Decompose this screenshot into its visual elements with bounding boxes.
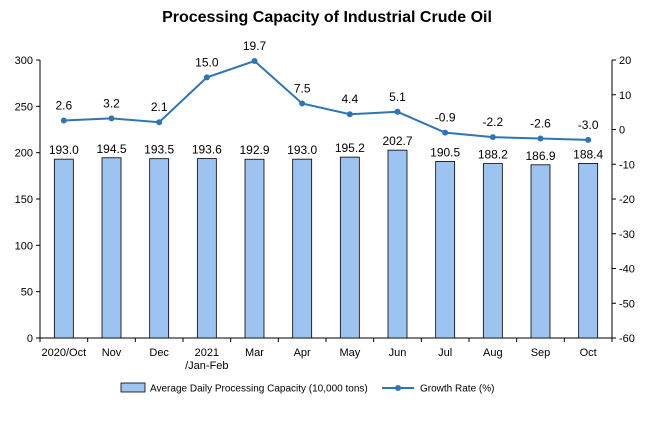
growth-rate-label: 19.7 (243, 39, 267, 53)
right-tick-label: -20 (619, 194, 635, 206)
x-category-label: May (339, 347, 360, 359)
bar-value-label: 193.0 (287, 143, 317, 157)
growth-rate-point (394, 108, 401, 115)
x-category-label: Nov (102, 347, 122, 359)
bar-value-label: 193.0 (49, 143, 79, 157)
growth-rate-point (489, 134, 496, 141)
right-tick-label: 20 (619, 55, 631, 67)
bar (101, 157, 122, 339)
bar-value-label: 190.5 (430, 145, 460, 159)
x-category-label: /Jan-Feb (185, 360, 228, 372)
bar-value-label: 188.2 (478, 148, 508, 162)
x-category-label: Jun (389, 347, 407, 359)
x-category-label: Oct (580, 347, 597, 359)
right-tick-label: -60 (619, 333, 635, 345)
growth-rate-label: -2.6 (530, 117, 551, 131)
bar-value-label: 194.5 (96, 142, 126, 156)
x-category-label: Mar (245, 347, 264, 359)
bar-value-label: 195.2 (335, 141, 365, 155)
bar (530, 164, 551, 339)
bar (435, 161, 456, 339)
legend-bar-label: Average Daily Processing Capacity (10,00… (150, 384, 368, 395)
bar (196, 158, 217, 339)
bar-value-label: 202.7 (382, 134, 412, 148)
bar-value-label: 188.4 (573, 147, 603, 161)
bar (149, 158, 170, 339)
growth-rate-point (585, 136, 592, 143)
bar (53, 158, 74, 339)
x-category-label: Apr (294, 347, 311, 359)
legend-line-marker (395, 385, 401, 391)
left-tick-label: 300 (15, 55, 33, 67)
right-tick-label: -10 (619, 159, 635, 171)
x-category-label: Dec (149, 347, 169, 359)
right-tick-label: -50 (619, 298, 635, 310)
x-category-label: Sep (531, 347, 551, 359)
growth-rate-point (251, 58, 258, 65)
bar-value-label: 186.9 (525, 149, 555, 163)
left-tick-label: 150 (15, 194, 33, 206)
growth-rate-point (108, 115, 115, 122)
left-tick-label: 200 (15, 148, 33, 160)
legend-bar-swatch (120, 382, 146, 393)
growth-rate-label: 2.1 (151, 100, 168, 114)
bar (578, 163, 599, 339)
bar-value-label: 193.5 (144, 143, 174, 157)
chart-title: Processing Capacity of Industrial Crude … (162, 9, 492, 26)
growth-rate-point (299, 100, 306, 107)
bar (292, 158, 313, 339)
left-tick-label: 250 (15, 101, 33, 113)
right-tick-label: -30 (619, 229, 635, 241)
growth-rate-label: 3.2 (103, 96, 120, 110)
growth-rate-label: -2.2 (482, 115, 503, 129)
bar (387, 149, 408, 339)
bar-value-label: 193.6 (192, 143, 222, 157)
x-category-label: 2020/Oct (42, 347, 87, 359)
growth-rate-line (63, 59, 589, 141)
growth-rate-point (60, 117, 67, 124)
growth-rate-point (346, 111, 353, 118)
growth-rate-label: -3.0 (578, 118, 599, 132)
x-category-label: 2021 (195, 347, 219, 359)
left-tick-label: 0 (27, 333, 33, 345)
growth-rate-label: 7.5 (294, 81, 311, 95)
right-tick-label: 10 (619, 90, 631, 102)
growth-rate-point (156, 119, 163, 126)
growth-rate-point (537, 135, 544, 142)
x-category-label: Jul (438, 347, 452, 359)
growth-rate-point (203, 74, 210, 81)
x-category-label: Aug (483, 347, 503, 359)
right-tick-label: 0 (619, 125, 625, 137)
bar (244, 158, 265, 339)
left-tick-label: 100 (15, 240, 33, 252)
legend-line-label: Growth Rate (%) (420, 384, 494, 395)
bar-value-label: 192.9 (239, 143, 269, 157)
left-tick-label: 50 (21, 287, 33, 299)
growth-rate-label: 2.6 (55, 98, 72, 112)
growth-rate-label: 4.4 (341, 92, 358, 106)
bar (482, 163, 503, 339)
growth-rate-point (442, 129, 449, 136)
growth-rate-label: 5.1 (389, 90, 406, 104)
right-tick-label: -40 (619, 264, 635, 276)
bar (339, 156, 360, 339)
growth-rate-label: -0.9 (435, 111, 456, 125)
growth-rate-label: 15.0 (195, 55, 219, 69)
